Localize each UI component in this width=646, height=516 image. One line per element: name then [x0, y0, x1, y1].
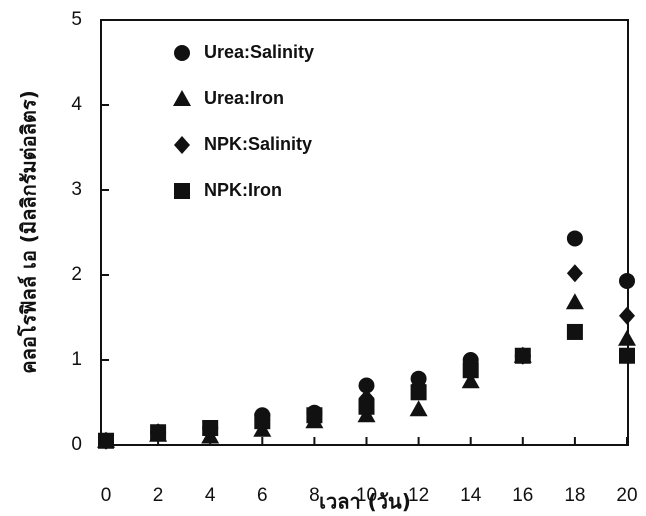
y-tick-label: 3	[71, 179, 82, 200]
marker-square	[358, 398, 375, 415]
marker-circle	[566, 230, 583, 247]
x-tick-label: 2	[153, 485, 164, 506]
legend-label: NPK:Iron	[204, 180, 282, 200]
marker-square	[566, 323, 583, 340]
y-axis-title: คลอโรฟิลล์ เอ (มิลลิกรัมต่อลิตร)	[17, 90, 41, 374]
marker-diamond	[174, 136, 190, 154]
marker-square	[254, 413, 271, 430]
marker-triangle	[409, 400, 428, 417]
marker-diamond	[566, 264, 583, 283]
plot-frame	[100, 19, 629, 446]
x-tick-label: 4	[205, 485, 216, 506]
y-tick-label: 5	[71, 9, 82, 30]
marker-triangle	[618, 329, 636, 346]
marker-square	[98, 432, 114, 449]
marker-square	[150, 424, 167, 441]
marker-triangle	[461, 372, 480, 389]
legend-label: Urea:Salinity	[204, 42, 314, 62]
marker-triangle	[565, 293, 584, 310]
marker-square	[174, 183, 190, 199]
x-tick-label: 0	[101, 485, 112, 506]
legend-label: Urea:Iron	[204, 88, 284, 108]
marker-circle	[174, 45, 190, 61]
y-tick-label: 4	[71, 94, 82, 115]
marker-circle	[358, 377, 375, 394]
marker-diamond	[619, 306, 635, 325]
marker-square	[202, 420, 219, 436]
x-tick-label: 16	[512, 485, 533, 506]
marker-square	[462, 362, 479, 379]
x-tick-label: 18	[564, 485, 585, 506]
x-tick-label: 20	[616, 485, 637, 506]
y-tick-label: 1	[71, 349, 82, 370]
x-axis-title: เวลา (วัน)	[319, 490, 411, 514]
marker-square	[306, 407, 323, 424]
y-tick-label: 2	[71, 264, 82, 285]
marker-triangle	[173, 90, 191, 106]
legend-label: NPK:Salinity	[204, 134, 312, 154]
x-tick-label: 12	[408, 485, 429, 506]
x-tick-label: 10	[356, 485, 377, 506]
marker-square	[514, 347, 531, 364]
x-tick-label: 8	[309, 485, 320, 506]
x-tick-label: 6	[257, 485, 268, 506]
marker-square	[619, 347, 635, 364]
marker-circle	[619, 272, 635, 289]
x-tick-label: 14	[460, 485, 482, 506]
marker-square	[410, 384, 427, 401]
y-tick-label: 0	[71, 434, 82, 455]
